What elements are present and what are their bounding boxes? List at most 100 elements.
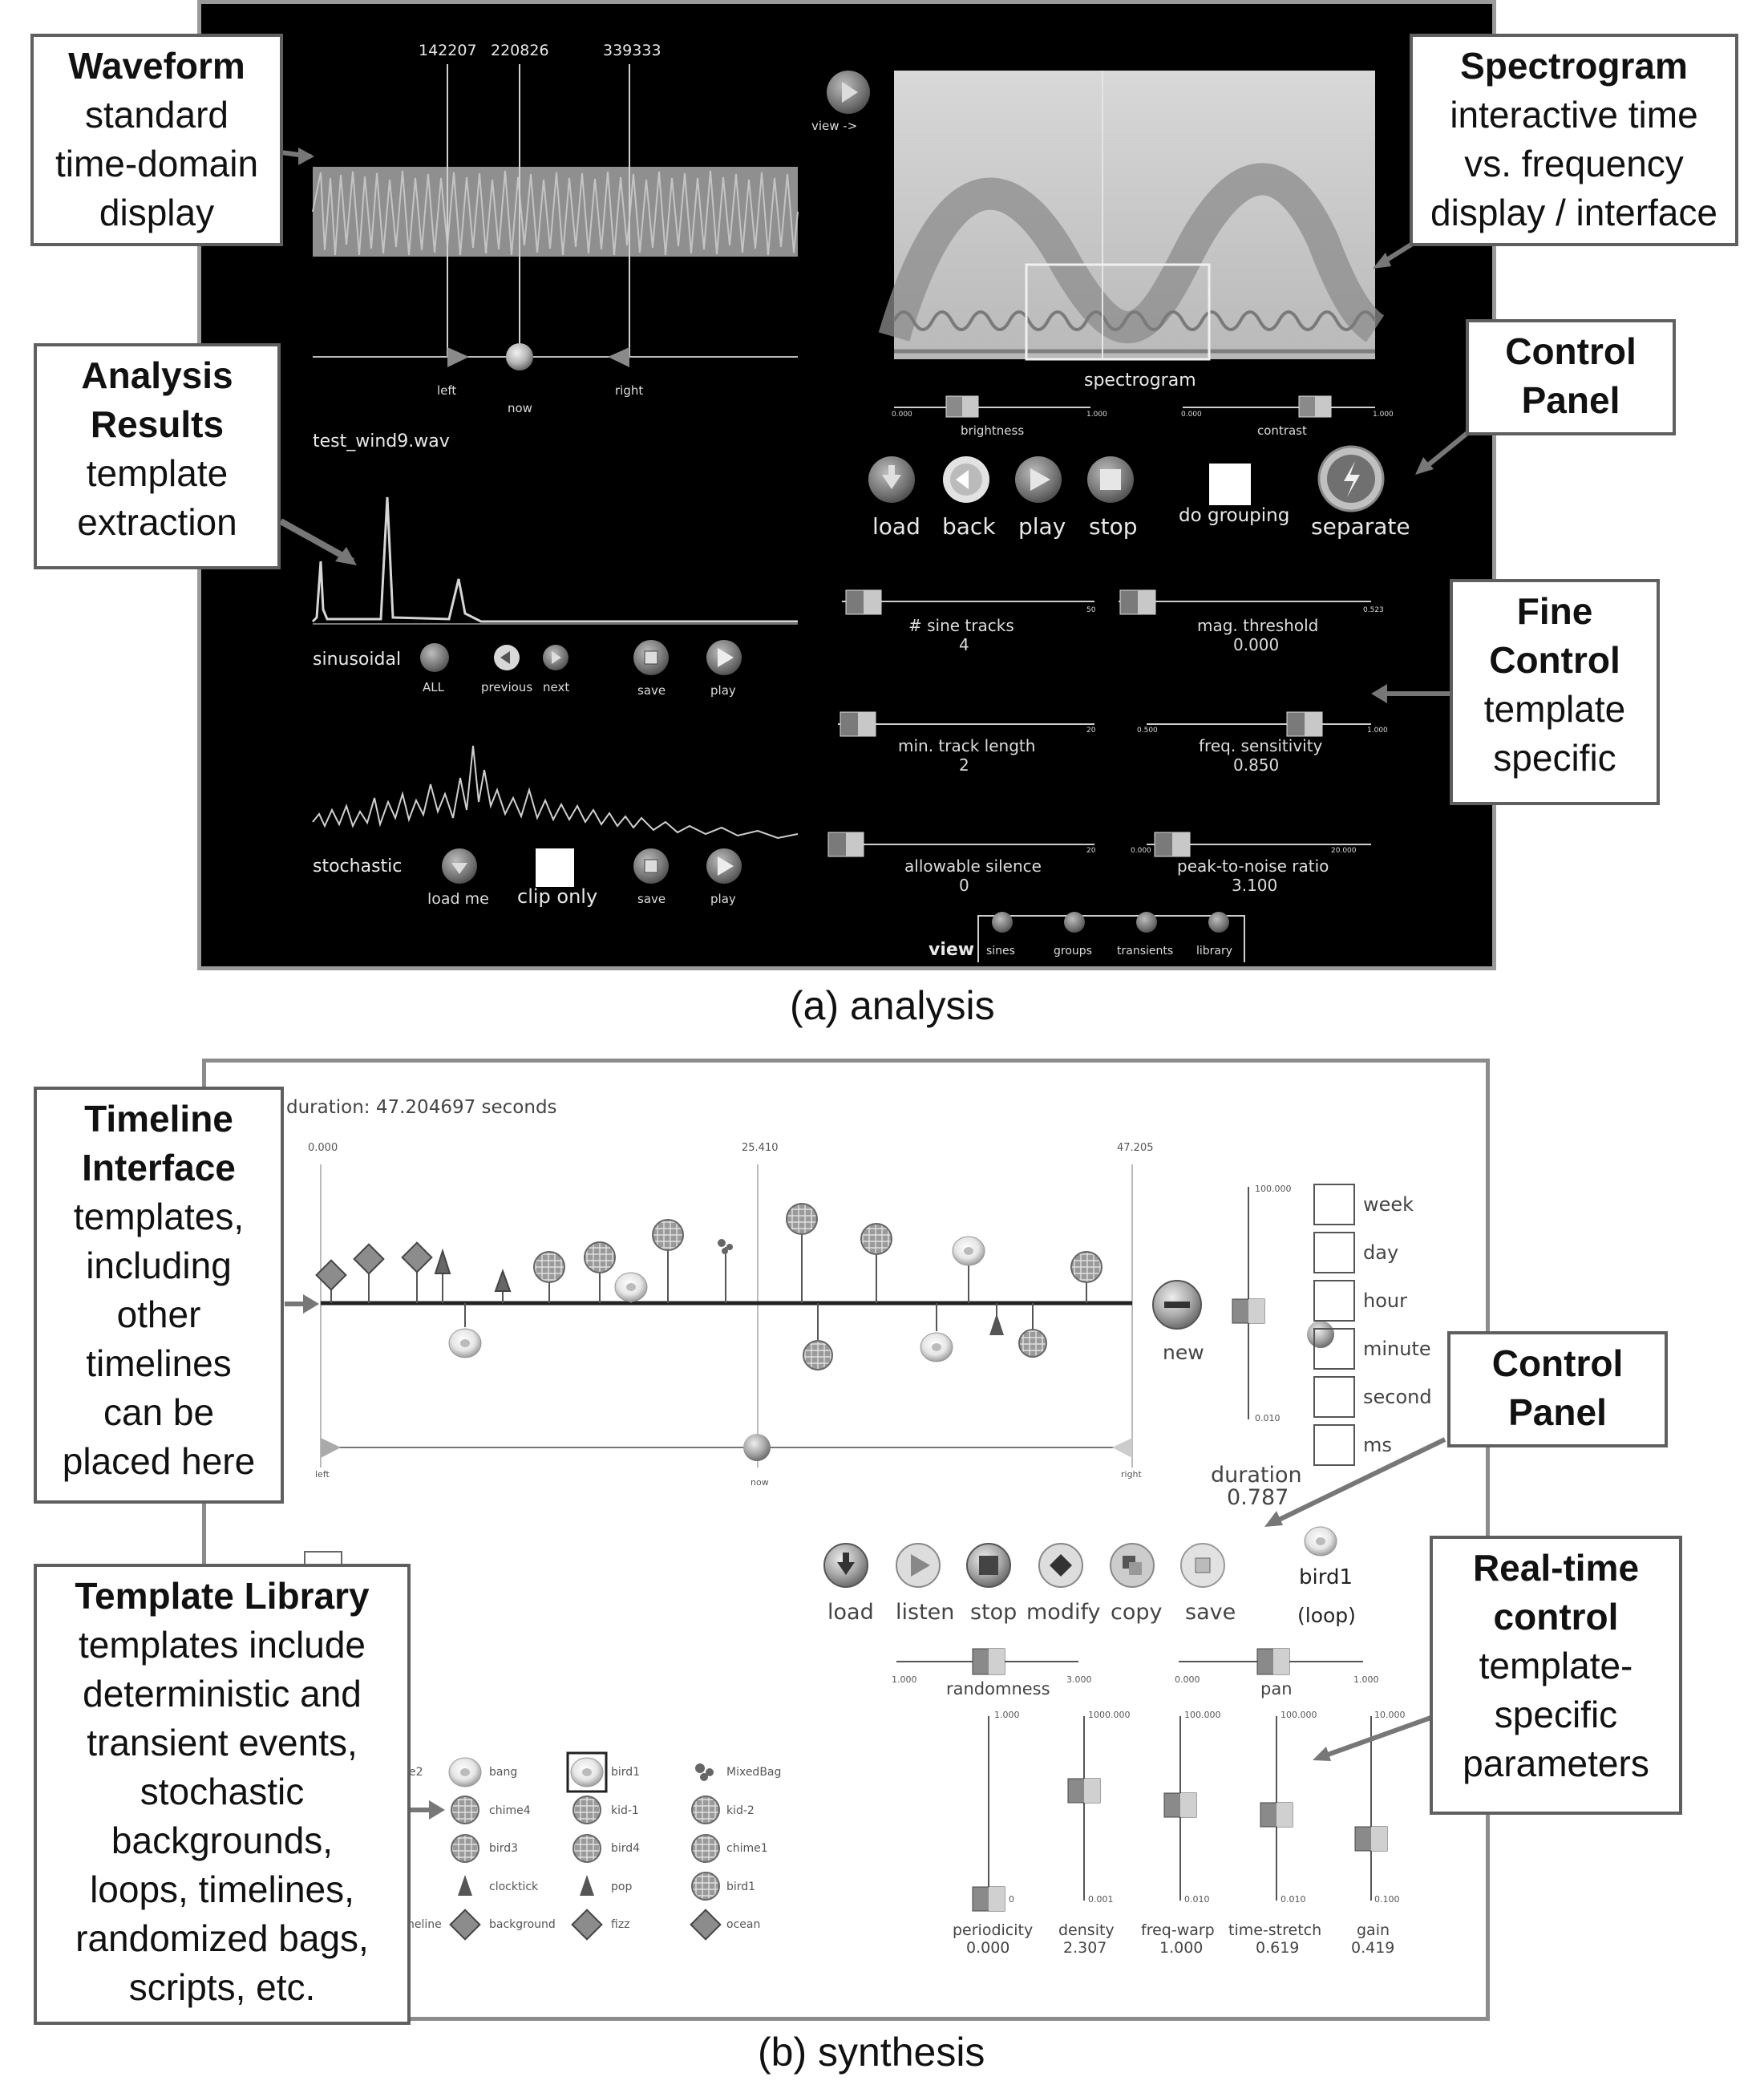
callout-line: interactive time [1450,94,1698,136]
library-item-kid-1[interactable]: kid-1 [611,1804,639,1817]
view-arrow-label[interactable]: view -> [811,119,858,133]
marker-now-value: 220826 [491,42,549,59]
next-button[interactable]: next [543,680,570,694]
sine-tracks-value: 4 [959,635,969,654]
clip-only-label: clip only [517,885,598,908]
mag-threshold-max: 0.523 [1363,606,1384,614]
callout-line: template- [1479,1645,1633,1686]
play-button[interactable] [1015,456,1062,503]
unit-hour-label: hour [1363,1289,1407,1312]
callout-title: Waveform [68,45,245,87]
tab-transients[interactable]: transients [1117,945,1174,957]
brightness-label: brightness [961,423,1025,438]
marker-left-value: 142207 [419,42,477,59]
time-stretch-max: 100.000 [1281,1710,1317,1720]
tab-groups[interactable]: groups [1054,945,1092,957]
stochastic-label: stochastic [313,856,403,877]
freq-warp-label: freq-warp [1141,1921,1215,1939]
ruler-mid: 25.410 [742,1142,779,1154]
handle-right-label: right [615,383,644,398]
all-button[interactable]: ALL [423,680,444,694]
freq-warp-min: 0.010 [1184,1894,1210,1905]
callout-title: Interface [82,1147,236,1188]
randomness-label: randomness [946,1679,1050,1698]
sinusoidal-play-button[interactable]: play [710,683,736,698]
fine-control-callout: Fine Control template specific [1450,579,1660,805]
unit-hour-checkbox[interactable] [1313,1280,1355,1322]
spectrogram-label: spectrogram [1084,370,1196,391]
callout-line: extraction [77,501,237,543]
unit-minute-checkbox[interactable] [1313,1328,1355,1370]
stochastic-play-button[interactable]: play [710,892,736,906]
callout-line: deterministic and [83,1673,362,1715]
callout-line: time-domain [55,143,259,184]
callout-title: Control [1489,639,1620,681]
library-item-chime1[interactable]: chime1 [726,1842,768,1855]
contrast-label: contrast [1257,423,1307,438]
unit-ms-checkbox[interactable] [1313,1424,1355,1466]
library-item[interactable]: e2 [409,1766,423,1779]
time-stretch-label: time-stretch [1228,1921,1322,1939]
library-item-chime4[interactable]: chime4 [489,1804,531,1817]
back-label: back [942,513,996,540]
callout-title: Spectrogram [1460,45,1688,87]
listen-label: listen [896,1600,955,1625]
realtime-control-callout: Real-time control template- specific par… [1430,1536,1682,1815]
unit-day-checkbox[interactable] [1313,1232,1355,1273]
library-item-kid-2[interactable]: kid-2 [726,1804,755,1817]
unit-ms-label: ms [1363,1434,1392,1456]
duration-max: 100.000 [1255,1184,1292,1194]
callout-line: can be [103,1391,215,1433]
tab-sines[interactable]: sines [986,945,1015,957]
load-button[interactable] [868,456,915,503]
unit-second-checkbox[interactable] [1313,1376,1355,1418]
tab-library[interactable]: library [1196,945,1233,957]
callout-line: including [86,1245,232,1286]
callout-line: display [99,192,215,233]
library-item-bird1-b[interactable]: bird1 [726,1881,756,1893]
mag-threshold-label: mag. threshold [1197,616,1319,635]
library-item-clocktick[interactable]: clocktick [489,1881,539,1893]
template-library-callout: Template Library templates include deter… [34,1564,411,2025]
library-item-ocean[interactable]: ocean [726,1918,761,1931]
callout-title: Control [1491,1342,1624,1384]
min-track-length-value: 2 [959,755,969,775]
load-me-button[interactable]: load me [427,890,489,908]
ruler-end: 47.205 [1117,1142,1154,1154]
density-value: 2.307 [1063,1939,1107,1957]
library-item-bird3[interactable]: bird3 [489,1842,519,1855]
previous-button[interactable]: previous [481,680,533,694]
callout-line: templates, [73,1196,245,1237]
waveform-callout: Waveform standard time-domain display [30,34,283,246]
peak-to-noise-max: 20.000 [1331,847,1357,855]
unit-day-label: day [1363,1241,1399,1264]
stochastic-save-button[interactable]: save [637,892,666,906]
periodicity-label: periodicity [953,1921,1034,1939]
load-label: load [872,513,920,540]
duration-text: duration: 47.204697 seconds [286,1097,557,1118]
library-item-pop[interactable]: pop [611,1881,633,1893]
back-button[interactable] [943,456,989,503]
unit-week-checkbox[interactable] [1313,1184,1355,1225]
allowable-silence-max: 20 [1086,847,1096,855]
library-item-background[interactable]: background [489,1918,556,1931]
library-item-bird1[interactable]: bird1 [611,1766,641,1779]
stop-button[interactable] [1087,456,1134,503]
library-item-bang[interactable]: bang [489,1766,518,1779]
contrast-min: 0.000 [1181,411,1202,419]
control-panel-b-callout: Control Panel [1447,1331,1668,1447]
separate-button[interactable] [1319,447,1383,511]
callout-line: randomized bags, [75,1917,369,1959]
spectrogram-callout: Spectrogram interactive time vs. frequen… [1410,34,1738,246]
sinusoidal-save-button[interactable]: save [637,683,666,698]
library-item-fizz[interactable]: fizz [611,1918,630,1931]
contrast-max: 1.000 [1373,411,1394,419]
handle-now-label-b: now [751,1477,769,1488]
ruler-start: 0.000 [308,1142,338,1154]
library-item-bird4[interactable]: bird4 [611,1842,641,1855]
new-label: new [1163,1341,1204,1364]
library-item-mixedbag[interactable]: MixedBag [726,1766,782,1779]
sine-tracks-label: # sine tracks [908,616,1014,635]
library-item[interactable]: neline [407,1918,442,1931]
callout-line: display / interface [1430,192,1717,233]
